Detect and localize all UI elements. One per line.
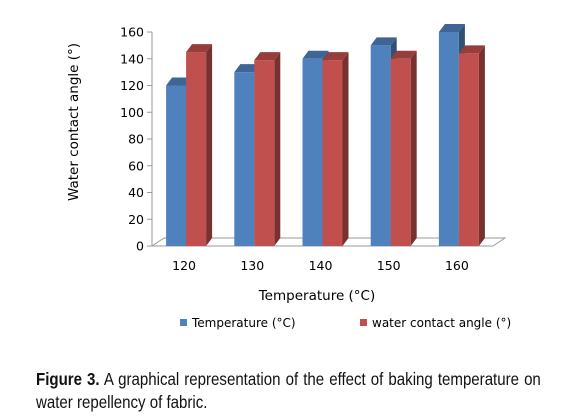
y-tick-label: 40 [128,185,144,200]
bar-side [342,52,349,247]
bar-front [234,72,255,246]
y-tick-label: 160 [120,25,144,40]
bar-top [234,64,261,73]
bar-top [370,37,397,46]
figure-caption: Figure 3. A graphical representation of … [36,368,541,414]
bars-group [166,24,485,247]
y-tick-label: 120 [120,78,144,93]
x-tick-label: 140 [309,258,333,273]
bar-front [166,85,187,246]
bar-front [458,53,479,247]
x-tick-label: 120 [172,258,196,273]
legend-label: water contact angle (°) [372,316,511,330]
y-tick-label: 140 [120,51,144,66]
x-tick-label: 160 [445,258,469,273]
bar-top [166,77,193,86]
bar [458,45,485,247]
bar [322,52,349,247]
bar-top [186,44,213,53]
bar-top [390,50,417,59]
legend-swatch [180,319,187,326]
figure-caption-text: A graphical representation of the effect… [36,369,541,412]
bar-top [458,45,485,54]
y-tick-label: 80 [128,132,144,147]
bar [186,44,213,246]
legend-swatch [360,319,367,326]
legend: Temperature (°C) water contact angle (°) [180,316,511,330]
bar-top [302,50,329,59]
bar-front [370,45,391,246]
y-tick-label: 100 [120,105,144,120]
bar-top [438,24,465,32]
bar-front [254,60,275,247]
x-tick-label: 150 [377,258,401,273]
y-tick-label: 0 [136,239,144,254]
bar-top [322,52,349,61]
x-tick-label: 130 [240,258,264,273]
bar-side [478,45,485,247]
bar-side [410,50,417,246]
bar-front [302,58,323,246]
bar-side [274,52,281,247]
bar-front [186,52,207,246]
bar-front [438,32,459,246]
legend-label: Temperature (°C) [191,316,296,330]
x-axis: 120 130 140 150 160 [172,258,469,273]
bar-side [206,44,213,246]
bar-top [254,52,281,61]
bar-front [390,58,411,246]
y-axis-title: Water contact angle (°) [66,43,82,201]
x-axis-title: Temperature (°C) [258,288,376,304]
y-tick-label: 20 [128,212,144,227]
bar-front [322,60,343,247]
bar-chart: 0 20 40 60 80 100 120 140 160 120 130 140 150 160 Wa… [66,24,511,330]
y-axis: 0 20 40 60 80 100 120 140 160 [120,25,153,254]
y-tick-label: 60 [128,158,144,173]
figure-label: Figure 3. [36,369,100,389]
bar [254,52,281,247]
bar [390,50,417,246]
